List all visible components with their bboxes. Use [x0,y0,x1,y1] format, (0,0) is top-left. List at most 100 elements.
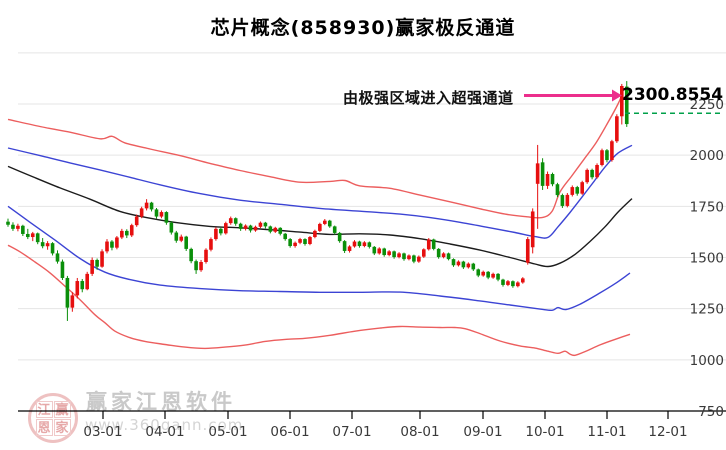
candle-body [303,239,307,244]
seal-char: 恩 [35,418,53,436]
candle-body [238,223,243,229]
candle-body [318,223,322,231]
candle-body [481,271,485,276]
candle-body [248,225,253,231]
seal-char: 家 [53,418,71,436]
candle-body [620,85,624,117]
candle-body [268,226,273,232]
candle-body [530,211,535,248]
candle-body [387,251,391,256]
candle-body [263,222,268,227]
x-axis-label: 10-01 [525,424,564,440]
candle-body [184,236,188,249]
candle-body [407,255,411,260]
candle-body [224,223,228,234]
candle-body [313,230,317,238]
candle-body [540,162,545,186]
candle-body [506,281,510,285]
candle-body [402,253,406,260]
candle-body [565,194,570,206]
candle-body [446,253,451,260]
candle-body [243,225,248,229]
candle-body [451,259,456,266]
candle-body [456,261,461,266]
y-axis-label: 1500 [690,251,724,267]
candle-body [134,216,139,226]
candle-body [422,249,426,257]
candle-body [555,184,560,196]
candle-body [431,239,436,249]
candle-body [80,281,85,290]
candle-body [100,251,104,267]
candle-body [372,246,377,254]
candle-body [209,239,213,250]
candle-body [60,261,65,278]
candle-body [496,273,500,280]
chart-title: 芯片概念(858930)赢家极反通道 [210,17,516,39]
candle-body [516,282,520,287]
candle-body [85,273,89,290]
x-axis-label: 04-01 [145,424,184,440]
candle-body [110,241,114,248]
candle-body [377,248,382,254]
candle-body [40,242,45,247]
candle-body [357,241,362,247]
candle-body [417,256,421,262]
candle-body [139,208,144,217]
channel-line-lower-blue [7,205,631,312]
x-axis-label: 11-01 [587,424,626,440]
candle-body [174,232,179,241]
x-axis-label: 09-01 [463,424,502,440]
x-axis-label: 06-01 [270,424,309,440]
candle-body [278,227,283,234]
candle-body [466,263,471,268]
candle-body [125,230,129,236]
y-axis-label: 750 [698,404,724,420]
candle-body [486,271,490,278]
candle-body [585,169,589,183]
candle-body [189,248,193,262]
breakout-annotation-text: 由极强区域进入超强通道 [343,89,514,107]
candle-body [164,212,169,223]
candle-body [50,243,55,254]
y-axis-label: 1750 [690,199,724,215]
candle-body [382,248,386,256]
candle-body [615,116,619,142]
candle-body [253,226,258,231]
channel-line-lower-red [7,244,631,357]
candle-body [258,222,263,227]
breakout-price-label: 2300.8554 [622,85,724,105]
candle-body [461,261,466,268]
candle-body [11,224,15,229]
candle-body [129,225,134,236]
watermark-url-text: www.360gann.com [85,416,244,434]
x-axis-label: 03-01 [83,424,122,440]
candle-body [45,243,50,247]
x-axis-label: 05-01 [208,424,247,440]
candle-body [95,259,99,267]
candle-body [511,281,515,287]
candle-body [154,209,159,217]
candle-body [501,279,505,285]
candle-body [90,259,94,274]
candle-body [570,187,575,195]
candle-body [288,239,292,247]
candle-body [16,225,20,229]
candle-body [199,262,203,271]
candle-body [491,273,495,278]
candle-body [75,281,80,296]
candle-body [21,225,25,234]
candle-body [55,253,60,262]
candle-body [342,241,347,251]
candle-body [308,237,312,244]
candle-body [575,187,580,194]
candle-body [397,253,401,258]
candle-body [550,173,555,185]
candle-body [159,212,164,217]
candle-body [179,236,184,241]
candle-body [115,237,119,248]
y-axis-label: 2250 [690,97,724,113]
candle-body [426,239,431,250]
